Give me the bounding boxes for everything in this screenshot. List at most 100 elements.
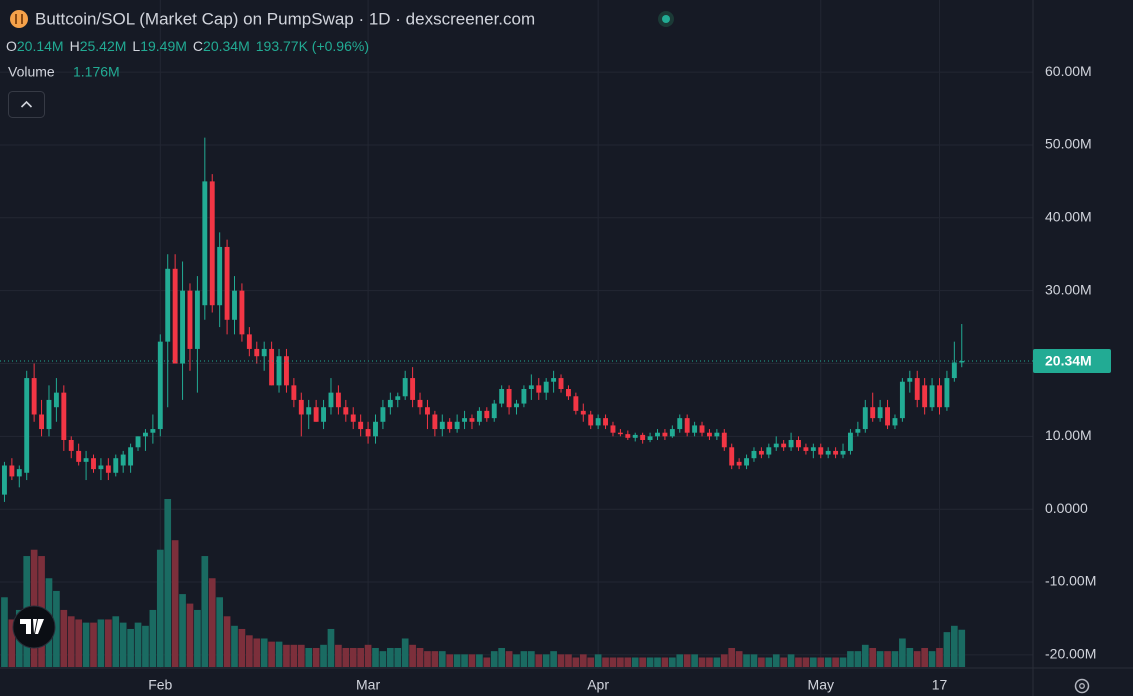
candle-body — [892, 418, 898, 426]
candle-body — [180, 290, 186, 364]
volume-bar — [461, 654, 468, 667]
candle-body — [914, 378, 920, 400]
volume-bar — [950, 625, 958, 667]
volume-bar — [394, 647, 402, 667]
volume-bar — [869, 647, 877, 667]
volume-legend-name: Volume — [8, 64, 55, 80]
candle-body — [113, 458, 119, 473]
volume-bar — [105, 619, 112, 667]
candle-body — [343, 407, 349, 415]
x-tick-label: Apr — [587, 677, 609, 693]
candle-body — [506, 388, 512, 408]
candle-body — [380, 407, 386, 422]
candle-body — [91, 458, 96, 470]
volume-bar — [750, 654, 758, 667]
volume-bar — [424, 651, 431, 667]
candle-body — [194, 290, 200, 349]
candle-body — [410, 378, 416, 400]
volume-bar — [446, 654, 454, 667]
volume-bar — [758, 657, 765, 667]
volume-bar — [913, 651, 921, 667]
candle-body — [528, 385, 534, 389]
candle-body — [358, 421, 364, 430]
volume-bar — [669, 657, 676, 667]
y-tick-label: 10.00M — [1045, 427, 1092, 443]
tradingview-logo[interactable] — [12, 605, 56, 649]
volume-bar — [802, 657, 810, 667]
volume-bar — [119, 622, 127, 667]
volume-bar — [572, 657, 580, 667]
volume-bar — [156, 549, 164, 667]
candle-body — [551, 378, 557, 382]
volume-bar — [661, 657, 669, 667]
y-tick-label: 30.00M — [1045, 281, 1092, 297]
candle-body — [120, 454, 126, 466]
volume-bar — [706, 657, 713, 667]
volume-bar — [208, 578, 216, 667]
volume-bar — [372, 647, 379, 667]
candle-body — [862, 407, 868, 430]
volume-bar — [550, 651, 557, 667]
volume-bar — [936, 647, 943, 667]
candle-body — [706, 432, 712, 437]
volume-bar — [476, 654, 483, 667]
x-tick-label: Mar — [356, 677, 380, 693]
volume-bar — [364, 644, 372, 667]
collapse-button[interactable] — [8, 91, 45, 118]
candle-body — [721, 432, 727, 448]
candle-body — [39, 414, 45, 430]
volume-bar — [765, 657, 773, 667]
volume-bar — [676, 654, 684, 667]
volume-bar — [847, 651, 854, 667]
volume-bar — [438, 651, 446, 667]
volume-bar — [691, 654, 698, 667]
ohlc-legend: O20.14M H25.42M L19.49M C20.34M 193.77K (+0.… — [6, 38, 369, 54]
legend-key: C — [193, 38, 203, 54]
candle-body — [565, 388, 571, 397]
legend-value: 20.14M — [17, 38, 64, 54]
volume-bar — [379, 651, 387, 667]
settings-button[interactable] — [1074, 678, 1090, 694]
candle-body — [143, 432, 148, 437]
candle-body — [365, 429, 371, 437]
volume-bar — [735, 651, 743, 667]
volume-bar — [958, 629, 966, 667]
volume-bar — [520, 651, 528, 667]
volume-bar — [112, 616, 120, 667]
volume-bar — [231, 625, 238, 667]
volume-bar — [335, 644, 342, 667]
y-tick-label: 50.00M — [1045, 136, 1092, 152]
volume-bar — [468, 654, 476, 667]
volume-bar — [743, 654, 750, 667]
candle-body — [202, 181, 208, 306]
volume-bar — [82, 622, 90, 667]
volume-bar — [53, 590, 60, 667]
candle-body — [157, 341, 163, 430]
volume-bar — [283, 644, 290, 667]
legend-value: 25.42M — [80, 38, 127, 54]
candle-body — [907, 378, 913, 382]
candle-body — [766, 447, 772, 455]
volume-bar — [149, 609, 157, 667]
volume-bar — [90, 622, 97, 667]
volume-bar — [275, 641, 283, 667]
candle-body — [773, 443, 779, 448]
y-tick-label: 0.0000 — [1045, 500, 1088, 516]
volume-bar — [602, 657, 609, 667]
candle-body — [758, 450, 764, 455]
volume-bar — [97, 619, 105, 667]
volume-bar — [483, 657, 491, 667]
candle-body — [246, 334, 252, 349]
token-icon — [10, 10, 28, 28]
candle-body — [476, 410, 482, 422]
candle-body — [31, 378, 37, 415]
volume-bar — [127, 628, 134, 667]
candle-body — [573, 396, 579, 411]
volume-bar — [713, 657, 721, 667]
volume-bar — [179, 594, 186, 667]
x-tick-label: Feb — [148, 677, 172, 693]
y-tick-label: -10.00M — [1045, 573, 1096, 589]
volume-bar — [795, 657, 802, 667]
volume-bar — [401, 638, 409, 667]
